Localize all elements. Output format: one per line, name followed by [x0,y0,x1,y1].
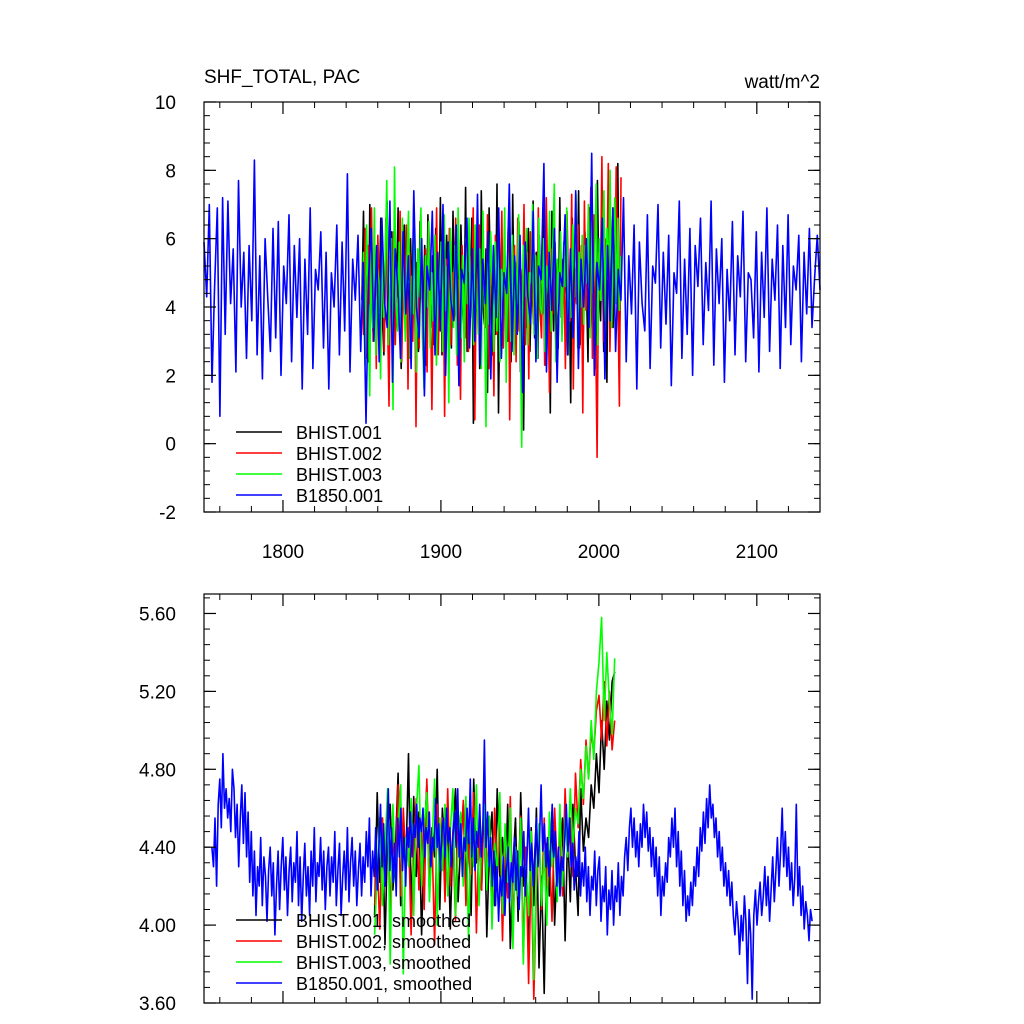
y-tick-label: 5.20 [139,682,176,703]
y-tick-label: 6 [165,230,176,251]
x-tick-label: 1800 [262,542,304,563]
series-line-3 [203,152,821,425]
y-tick-label: 0 [165,435,176,456]
legend-label-0: BHIST.001, smoothed [296,911,471,931]
legend-label-2: BHIST.003, smoothed [296,953,471,973]
series-line-2 [373,616,616,981]
series-line-3 [211,739,813,1000]
y-tick-label: 4 [165,298,176,319]
y-tick-label: 2 [165,366,176,387]
plot-frame [203,593,821,1004]
bottom-series-group [211,616,813,1000]
legend-label-0: BHIST.001 [296,423,382,443]
y-tick-label: 3.60 [139,994,176,1015]
legend-label-3: B1850.001, smoothed [296,974,472,994]
legend-label-2: BHIST.003 [296,465,382,485]
x-tick-label: 2100 [736,542,778,563]
bottom-axes: 3.60 4.00 4.40 4.80 5.20 5.60 [139,593,821,1015]
x-tick-label: 2000 [578,542,620,563]
x-tick-label: 1900 [420,542,462,563]
y-tick-label: 4.00 [139,916,176,937]
legend-label-3: B1850.001 [296,486,383,506]
legend-label-1: BHIST.002 [296,444,382,464]
y-tick-label: 10 [155,93,176,114]
units-label: watt/m^2 [744,72,820,93]
legend-label-1: BHIST.002, smoothed [296,932,471,952]
chart-title: SHF_TOTAL, PAC [204,67,360,88]
y-tick-label: 5.60 [139,604,176,625]
y-tick-label: 4.40 [139,838,176,859]
y-tick-label: -2 [159,503,176,524]
top-panel: SHF_TOTAL, PAC watt/m^2 BHIST.001BHIST.0… [155,67,821,563]
top-axes: -2 0 2 4 6 8 10 1800 1900 2000 2100 [155,93,821,563]
y-tick-label: 8 [165,161,176,182]
y-tick-label: 4.80 [139,760,176,781]
top-series-group [203,152,821,459]
